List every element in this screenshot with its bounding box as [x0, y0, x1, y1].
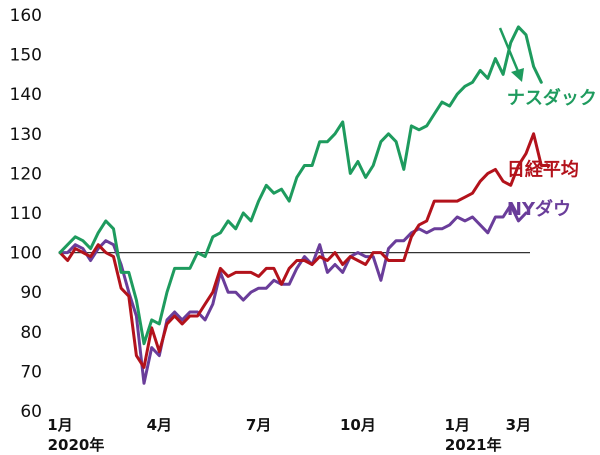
series-label-nasdaq: ナスダック — [507, 87, 597, 109]
y-tick-label: 160 — [10, 6, 42, 26]
x-tick-label: 4月 — [147, 416, 172, 434]
x-tick-label: 1月 — [47, 416, 72, 434]
y-axis: 60 70 80 90 100 110 120 130 140 150 160 — [10, 6, 42, 422]
series-label-ny: NYダウ — [507, 198, 571, 220]
x-tick-year-label: 2021年 — [445, 436, 502, 454]
series-line-ny — [58, 203, 528, 385]
y-tick-label: 130 — [10, 125, 42, 145]
y-tick-label: 140 — [10, 85, 42, 105]
y-tick-label: 80 — [20, 323, 42, 343]
nasdaq-trend-arrow — [498, 27, 524, 82]
series-line-nasdaq — [58, 25, 543, 346]
y-tick-label: 150 — [10, 46, 42, 66]
series-line-nikkei — [58, 132, 551, 369]
y-tick-label: 90 — [20, 283, 42, 303]
y-tick-label: 120 — [10, 164, 42, 184]
x-tick-label: 10月 — [340, 416, 376, 434]
x-tick-label: 1月 — [445, 416, 470, 434]
y-tick-label: 70 — [20, 362, 42, 382]
x-tick-year-label: 2020年 — [48, 436, 105, 454]
x-tick-label: 7月 — [246, 416, 271, 434]
y-tick-label: 100 — [10, 244, 42, 264]
series-lines — [58, 25, 551, 385]
y-tick-label: 110 — [10, 204, 42, 224]
y-tick-label: 60 — [20, 402, 42, 422]
x-tick-label: 3月 — [506, 416, 531, 434]
arrow-head — [511, 68, 524, 82]
series-label-nikkei: 日経平均 — [507, 158, 579, 180]
arrow-shaft — [498, 27, 522, 77]
